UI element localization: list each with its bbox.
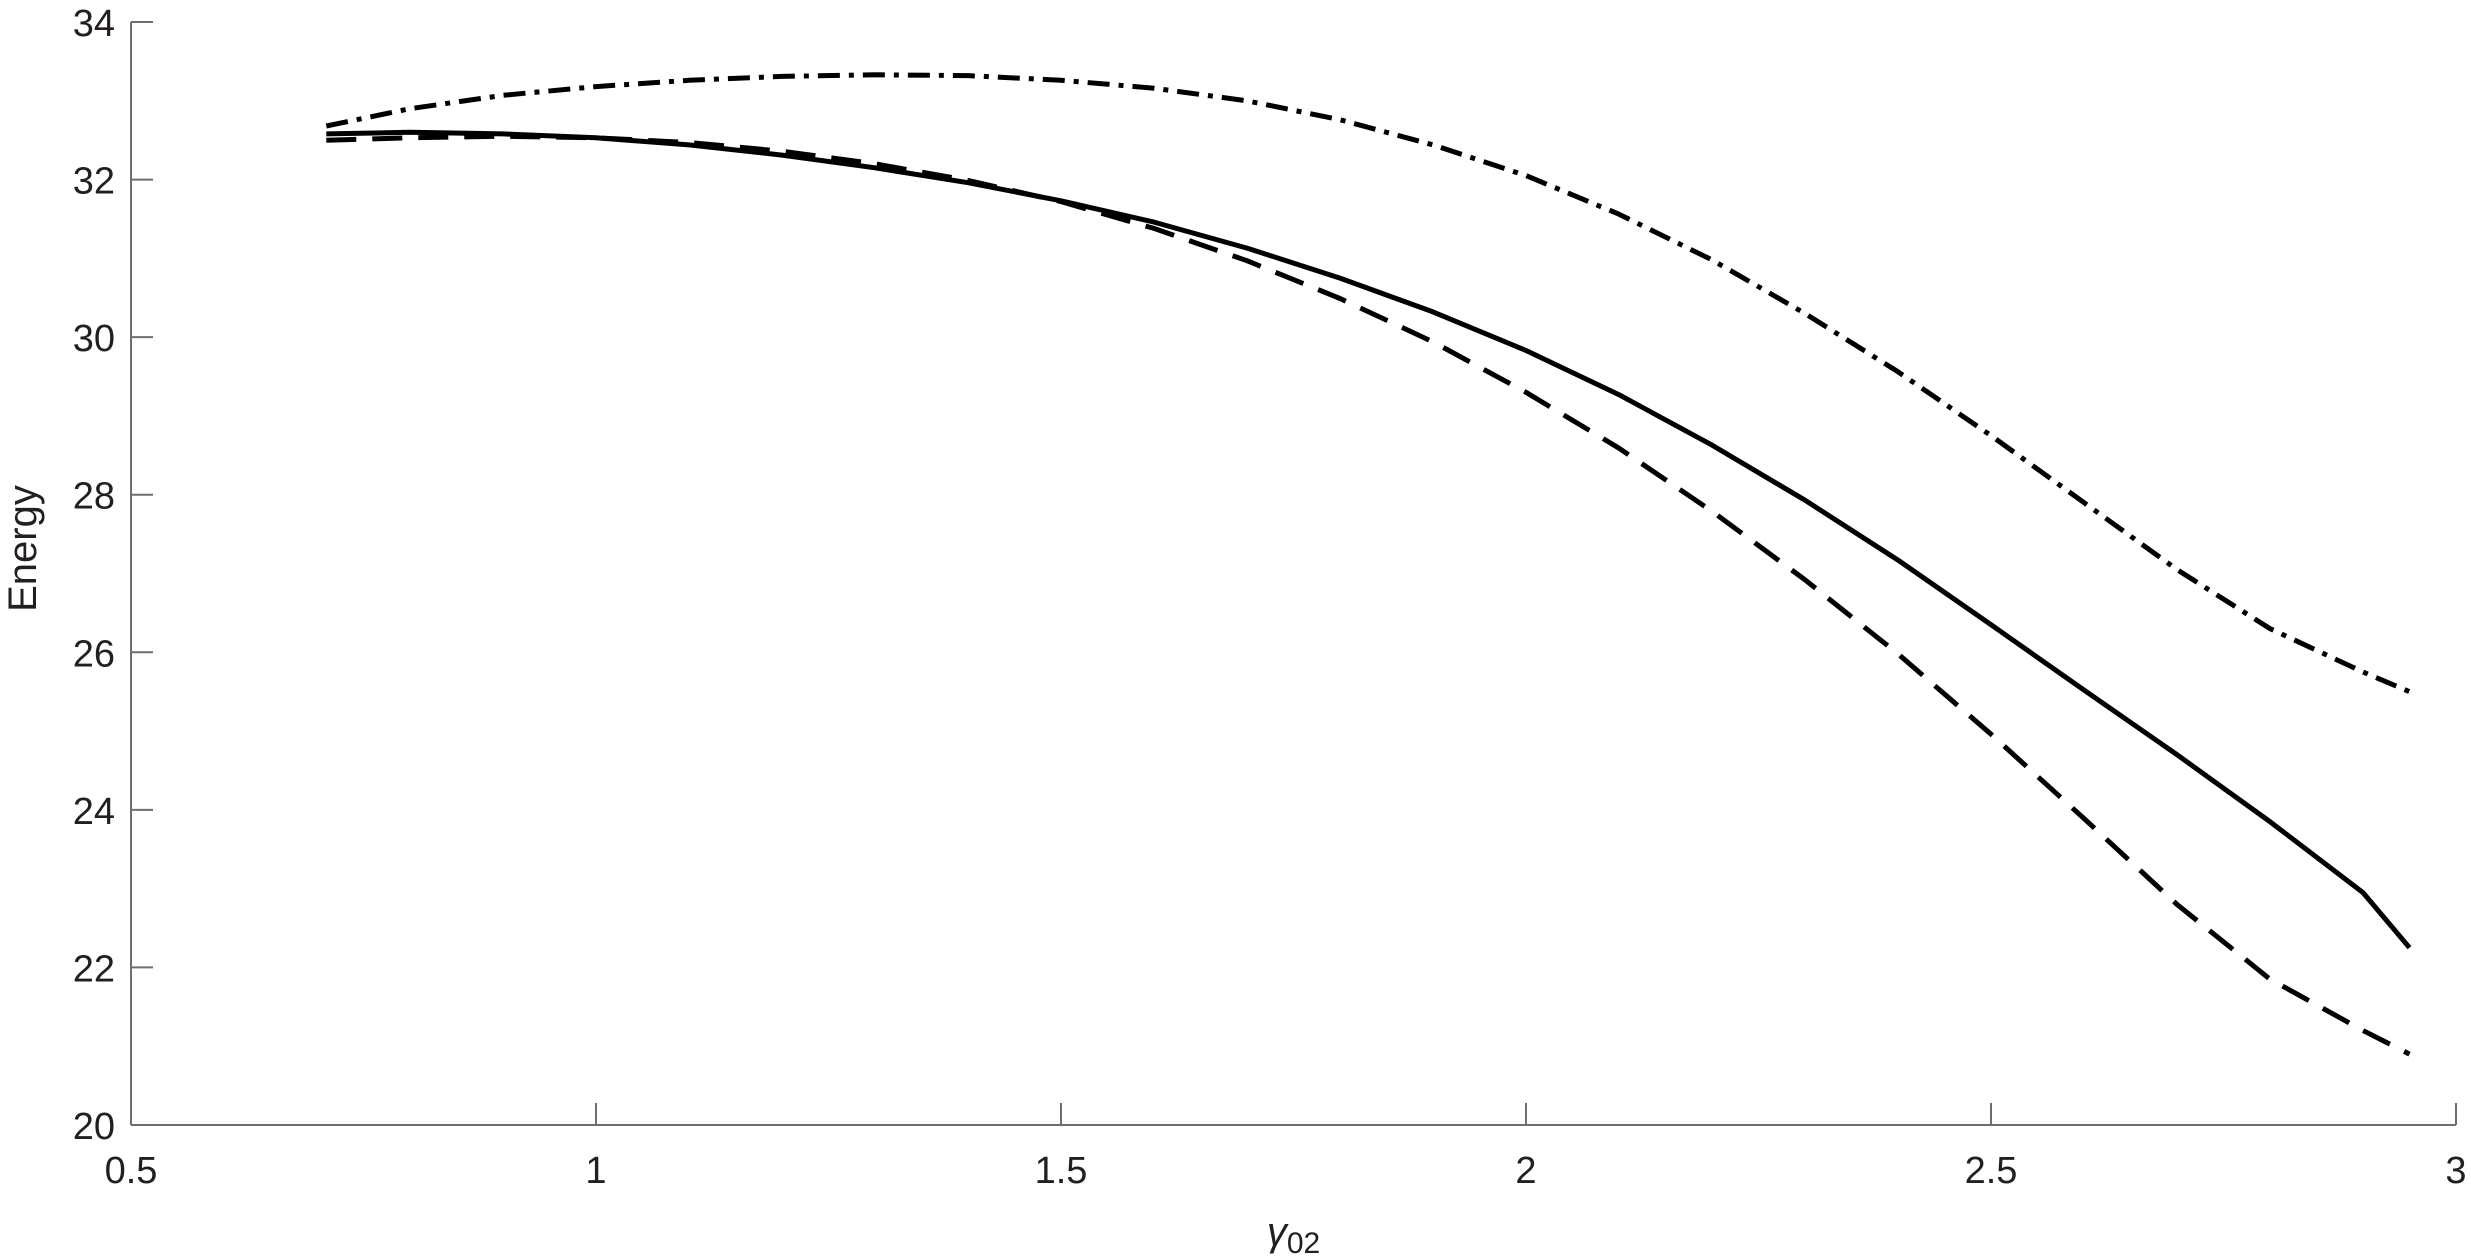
y-tick-label: 34 xyxy=(73,3,115,45)
x-tick-label: 2 xyxy=(1515,1150,1536,1192)
y-axis-title: Energy xyxy=(1,485,45,612)
x-tick-label: 1.5 xyxy=(1035,1150,1088,1192)
y-tick-label: 22 xyxy=(73,948,115,990)
x-tick-label: 3 xyxy=(2445,1150,2466,1192)
series-line-dash-dot xyxy=(325,72,2411,695)
y-tick-label: 28 xyxy=(73,476,115,518)
y-tick-label: 32 xyxy=(73,161,115,203)
x-tick-label: 0.5 xyxy=(105,1150,158,1192)
y-tick-label: 24 xyxy=(73,791,115,833)
y-tick-label: 20 xyxy=(73,1106,115,1148)
x-tick-label: 2.5 xyxy=(1965,1150,2018,1192)
x-tick-label: 1 xyxy=(585,1150,606,1192)
y-ticks: 20 22 24 26 28 30 32 34 xyxy=(73,3,153,1148)
y-tick-label: 26 xyxy=(73,633,115,675)
x-axis-title: γ02 xyxy=(1267,1210,1320,1260)
axes xyxy=(130,22,2456,1126)
x-ticks: 0.5 1 1.5 2 2.5 3 xyxy=(105,1103,2467,1192)
x-axis-title-subscript: 02 xyxy=(1287,1227,1320,1260)
x-axis-title-symbol: γ xyxy=(1267,1210,1289,1254)
series-line-solid xyxy=(326,129,2412,950)
series-line-dashed xyxy=(326,133,2411,1057)
y-tick-label: 30 xyxy=(73,318,115,360)
series-group xyxy=(325,72,2412,1057)
